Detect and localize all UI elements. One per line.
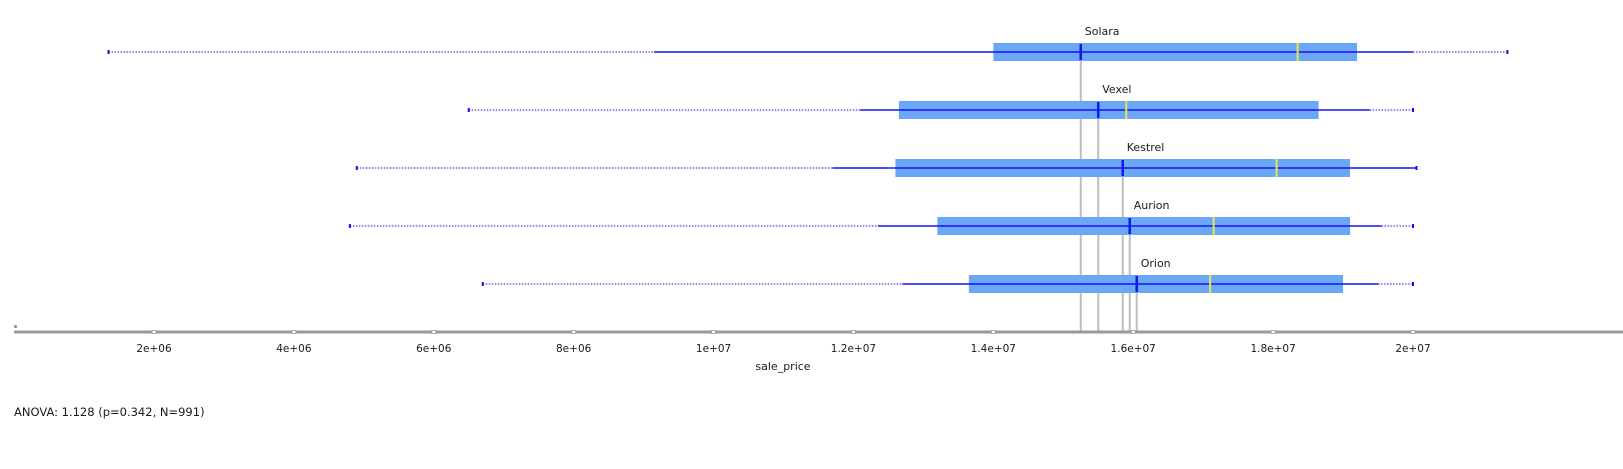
anova-summary: ANOVA: 1.128 (p=0.342, N=991) <box>14 405 205 419</box>
box-kestrel: Kestrel <box>355 141 1418 177</box>
box-solara: Solara <box>107 25 1509 61</box>
x-tick-label: 8e+06 <box>556 343 592 355</box>
series-label-kestrel: Kestrel <box>1127 141 1165 154</box>
box-series: Solara Vexel Kestrel Aurion Orion <box>107 25 1509 293</box>
x-tick-mark <box>1130 330 1136 334</box>
x-tick-mark <box>431 330 437 334</box>
x-tick-label: 1.2e+07 <box>831 343 876 355</box>
x-tick-label: 1.6e+07 <box>1111 343 1156 355</box>
series-label-solara: Solara <box>1085 25 1120 38</box>
series-label-orion: Orion <box>1141 257 1171 270</box>
x-tick-mark <box>151 330 157 334</box>
x-tick-label: 2e+07 <box>1395 343 1430 355</box>
x-tick-mark <box>571 330 577 334</box>
x-tick-mark <box>1410 330 1416 334</box>
x-axis: 2e+06 4e+06 6e+06 8e+06 1e+07 1.2e+07 1.4e+07 1… <box>14 325 1623 355</box>
series-label-vexel: Vexel <box>1102 83 1131 96</box>
x-tick-mark <box>711 330 716 334</box>
x-axis-label: sale_price <box>755 360 810 373</box>
x-tick-label: 2e+06 <box>136 343 172 355</box>
x-tick-label: 6e+06 <box>416 343 452 355</box>
x-tick-label: 4e+06 <box>276 343 312 355</box>
x-tick-label: 1.8e+07 <box>1250 343 1295 355</box>
x-tick-mark <box>291 330 297 334</box>
x-tick-label: 1.4e+07 <box>971 343 1016 355</box>
box-aurion: Aurion <box>348 199 1414 235</box>
x-tick-mark <box>851 330 856 334</box>
box-orion: Orion <box>481 257 1414 293</box>
x-tick-label: 1e+07 <box>696 343 731 355</box>
x-tick-mark <box>1270 330 1276 334</box>
x-tick-mark <box>990 330 996 334</box>
boxplot-chart: Solara Vexel Kestrel Aurion Orion 2e+06 4e+06… <box>14 25 1623 373</box>
box-vexel: Vexel <box>467 83 1414 119</box>
series-label-aurion: Aurion <box>1134 199 1170 212</box>
axis-origin-mark <box>14 325 17 328</box>
